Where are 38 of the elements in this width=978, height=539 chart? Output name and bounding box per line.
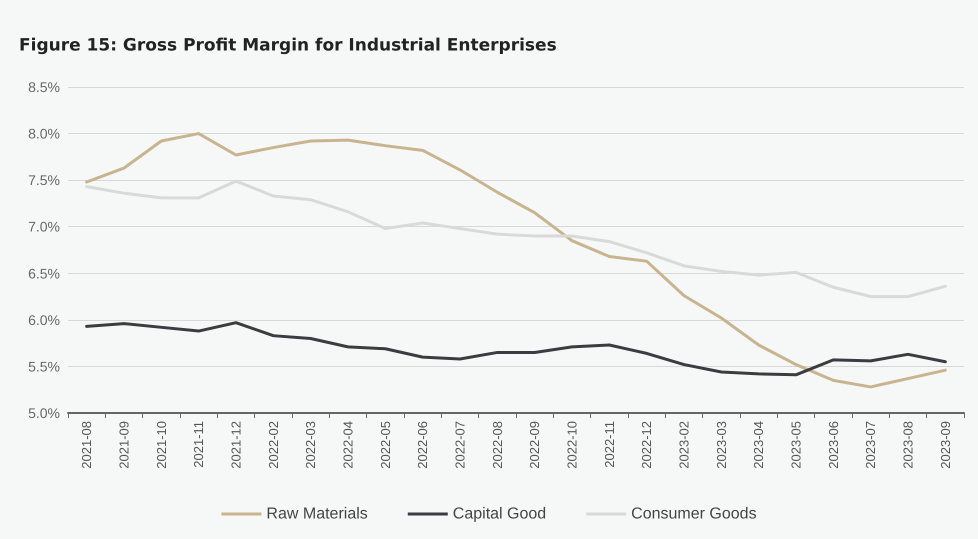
x-tick-label: 2023-09	[938, 421, 953, 469]
x-tick-label: 2021-11	[191, 421, 206, 468]
legend-label: Consumer Goods	[631, 506, 757, 522]
x-tick-label: 2023-04	[751, 421, 766, 469]
x-tick-label: 2023-05	[788, 421, 804, 469]
x-tick-label: 2021-10	[154, 421, 169, 469]
y-tick-label: 5.5%	[28, 358, 60, 374]
y-tick-label: 8.5%	[28, 79, 60, 95]
x-tick-label: 2022-11	[602, 421, 617, 468]
x-tick-label: 2022-10	[564, 421, 580, 469]
x-tick-label: 2022-02	[266, 421, 281, 469]
x-tick-label: 2022-03	[303, 421, 318, 469]
x-tick-label: 2022-07	[452, 421, 468, 469]
x-tick-label: 2021-12	[228, 421, 244, 469]
x-tick-label: 2021-09	[116, 421, 132, 469]
y-tick-label: 6.0%	[28, 312, 60, 328]
chart-title: Figure 15: Gross Profit Margin for Industrial Enterprises	[19, 36, 557, 56]
x-tick-label: 2023-02	[676, 421, 692, 469]
x-tick-label: 2023-06	[826, 421, 841, 469]
y-tick-label: 7.5%	[28, 172, 60, 188]
x-tick-label: 2022-04	[340, 421, 356, 469]
x-tick-label: 2023-08	[900, 421, 916, 469]
x-tick-label: 2021-08	[79, 421, 94, 469]
legend-label: Capital Good	[452, 506, 546, 522]
line-series	[85, 132, 947, 388]
y-tick-label: 7.0%	[28, 218, 60, 235]
x-tick-label: 2023-03	[714, 421, 729, 469]
legend-label: Raw Materials	[266, 506, 368, 522]
x-tick-label: 2022-06	[415, 421, 430, 469]
x-tick-label: 2022-05	[378, 421, 393, 469]
x-tick-label: 2022-08	[490, 421, 505, 469]
y-tick-label: 8.0%	[28, 126, 60, 142]
y-tick-label: 6.5%	[28, 265, 60, 282]
x-tick-label: 2022-12	[639, 421, 654, 469]
x-tick-label: 2023-07	[863, 421, 878, 469]
line-series	[85, 321, 947, 376]
y-tick-label: 5.0%	[28, 405, 60, 421]
x-tick-label: 2022-09	[527, 421, 542, 469]
